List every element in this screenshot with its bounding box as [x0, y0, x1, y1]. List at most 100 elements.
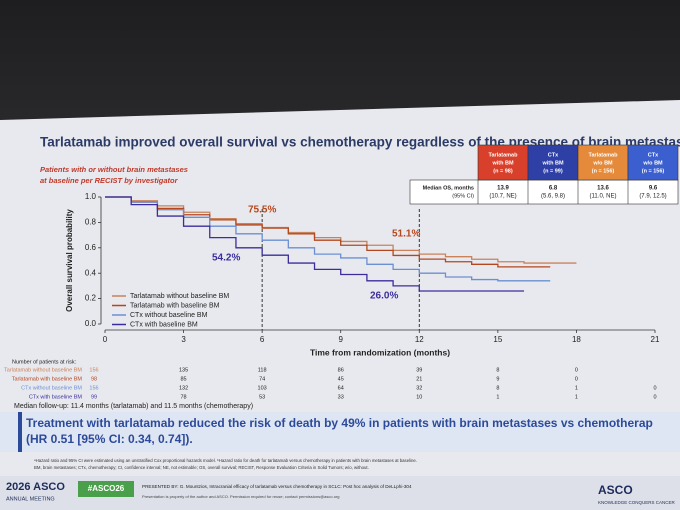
conclusion: Treatment with tarlatamab reduced the ri…	[26, 416, 653, 430]
risk-count: 45	[338, 376, 344, 382]
table-header: Tarlatamab	[589, 152, 619, 158]
y-tick-label: 0.8	[85, 218, 97, 227]
table-row-label: Median OS, months	[423, 185, 474, 191]
risk-count: 8	[496, 367, 499, 373]
legend-label: Tarlatamab with baseline BM	[130, 302, 220, 309]
risk-count: 86	[338, 367, 344, 373]
property: Presentation is property of the author a…	[142, 494, 340, 499]
risk-count: 8	[496, 385, 499, 391]
table-header: with BM	[541, 160, 563, 166]
risk-count: 118	[258, 367, 267, 373]
annotation: 51.1%	[392, 229, 420, 240]
tagline: KNOWLEDGE CONQUERS CANCER	[598, 500, 676, 505]
y-tick-label: 0.6	[85, 243, 97, 252]
table-cell: (10.7, NE)	[489, 194, 516, 200]
x-tick-label: 9	[338, 335, 343, 344]
table-cell: 9.6	[649, 186, 658, 192]
risk-row-label: Tarlatamab without baseline BM	[4, 367, 82, 373]
meeting: 2026 ASCO	[6, 481, 65, 493]
table-cell: (7.9, 12.5)	[639, 194, 666, 200]
risk-row-label: CTx without baseline BM	[21, 385, 82, 391]
meeting-sub: ANNUAL MEETING	[6, 496, 55, 502]
table-header: (n = 98)	[493, 168, 513, 174]
risk-count: 9	[496, 376, 499, 382]
conclusion: (HR 0.51 [95% CI: 0.34, 0.74]).	[26, 432, 193, 446]
risk-count: 99	[91, 394, 97, 400]
conclusion-box	[0, 412, 680, 452]
x-axis-label: Time from randomization (months)	[310, 347, 450, 357]
annotation: 75.5%	[248, 205, 276, 216]
table-header: CTx	[648, 152, 659, 158]
x-tick-label: 3	[181, 335, 186, 344]
hashtag: #ASCO26	[88, 484, 125, 493]
risk-count: 0	[653, 385, 656, 391]
legend-label: CTx without baseline BM	[130, 312, 208, 319]
footnote: BM, brain metastases; CTx, chemotherapy;…	[34, 465, 369, 470]
risk-count: 32	[416, 385, 422, 391]
conclusion-bar	[18, 412, 22, 452]
risk-row-label: Tarlatamab with baseline BM	[12, 376, 83, 382]
table-row-label: (95% CI)	[452, 193, 474, 199]
table-header: w/o BM	[592, 160, 613, 166]
risk-count: 1	[575, 385, 578, 391]
risk-count: 53	[259, 394, 265, 400]
risk-count: 0	[575, 376, 578, 382]
table-cell: 13.6	[597, 186, 609, 192]
x-tick-label: 6	[260, 335, 265, 344]
risk-count: 0	[575, 367, 578, 373]
risk-count: 1	[575, 394, 578, 400]
x-tick-label: 18	[572, 335, 581, 344]
annotation: 54.2%	[212, 253, 240, 264]
followup: Median follow-up: 11.4 months (tarlatama…	[14, 403, 253, 410]
x-tick-label: 15	[493, 335, 502, 344]
survival-curve	[105, 196, 525, 292]
subtitle: at baseline per RECIST by investigator	[40, 176, 179, 185]
table-header: CTx	[548, 152, 559, 158]
table-header: with BM	[491, 160, 513, 166]
risk-count: 39	[416, 367, 422, 373]
risk-count: 132	[179, 385, 188, 391]
x-tick-label: 21	[651, 335, 660, 344]
risk-count: 21	[416, 376, 422, 382]
table-cell: (11.0, NE)	[590, 194, 617, 200]
risk-count: 103	[258, 385, 267, 391]
y-tick-label: 0.0	[85, 319, 97, 328]
risk-count: 74	[259, 376, 265, 382]
table-header: w/o BM	[642, 160, 663, 166]
risk-count: 98	[91, 376, 97, 382]
table-header: (n = 99)	[543, 168, 563, 174]
risk-row-label: CTx with baseline BM	[29, 394, 83, 400]
table-header-cell	[577, 144, 629, 181]
table-header: (n = 156)	[592, 168, 615, 174]
legend-label: Tarlatamab without baseline BM	[130, 293, 229, 300]
subtitle: Patients with or without brain metastase…	[40, 165, 188, 174]
y-axis-label: Overall survival probability	[65, 209, 74, 312]
annotation: 26.0%	[370, 291, 398, 302]
survival-curve	[105, 196, 551, 282]
legend-label: CTx with baseline BM	[130, 321, 198, 328]
y-tick-label: 0.2	[85, 294, 97, 303]
risk-count: 135	[179, 367, 188, 373]
risk-count: 0	[653, 394, 656, 400]
risk-count: 85	[181, 376, 187, 382]
table-cell: 6.8	[549, 186, 558, 192]
risk-count: 156	[89, 367, 98, 373]
y-tick-label: 1.0	[85, 192, 97, 201]
table-header-cell	[527, 144, 579, 181]
table-header-cell	[477, 144, 529, 181]
x-tick-label: 0	[103, 335, 108, 344]
risk-count: 33	[338, 394, 344, 400]
x-tick-label: 12	[415, 335, 424, 344]
risk-count: 10	[416, 394, 422, 400]
risk-count: 1	[496, 394, 499, 400]
y-tick-label: 0.4	[85, 268, 97, 277]
table-header-cell	[627, 144, 679, 181]
risk-title: Number of patients at risk:	[12, 359, 77, 365]
risk-count: 78	[181, 394, 187, 400]
table-border	[409, 179, 679, 205]
table-header: Tarlatamab	[489, 152, 519, 158]
hashtag-box	[78, 481, 134, 497]
risk-count: 156	[89, 385, 98, 391]
